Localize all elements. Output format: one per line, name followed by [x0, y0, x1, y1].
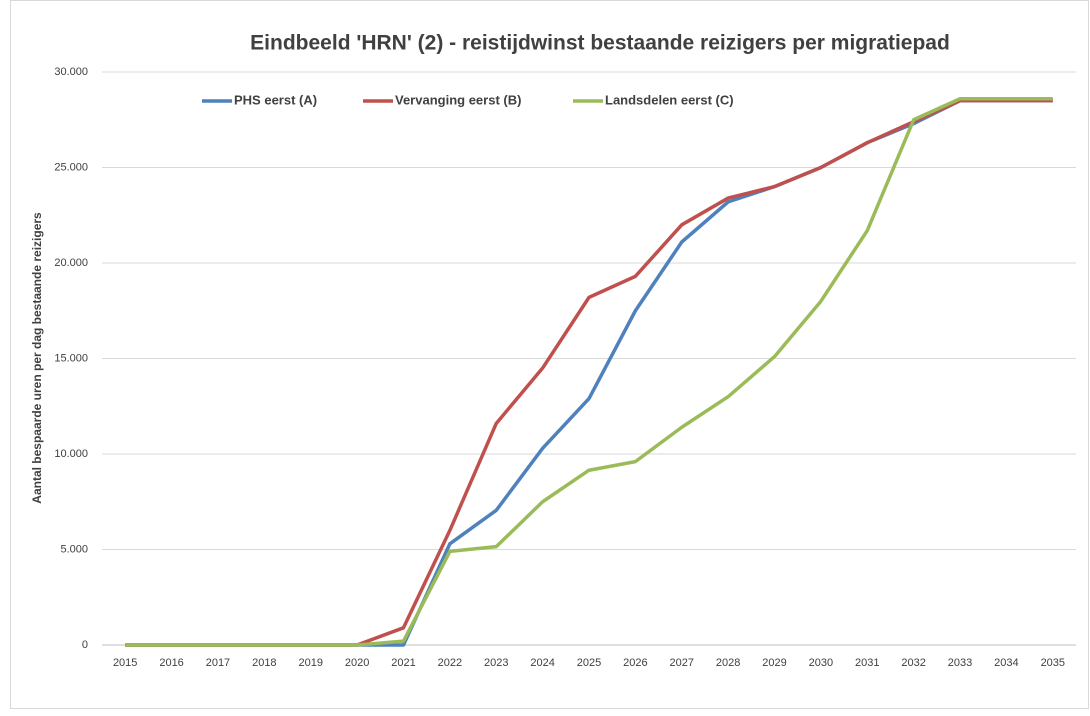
y-tick-label: 30.000	[54, 66, 88, 78]
x-tick-label: 2029	[762, 657, 786, 669]
x-tick-label: 2026	[623, 657, 647, 669]
y-tick-label: 15.000	[54, 352, 88, 364]
x-tick-label: 2030	[809, 657, 833, 669]
x-tick-label: 2023	[484, 657, 508, 669]
x-tick-label: 2017	[206, 657, 230, 669]
y-tick-label: 25.000	[54, 161, 88, 173]
x-tick-label: 2021	[391, 657, 415, 669]
y-tick-label: 10.000	[54, 448, 88, 460]
x-tick-label: 2034	[994, 657, 1018, 669]
y-tick-label: 0	[82, 639, 88, 651]
x-tick-label: 2033	[948, 657, 972, 669]
legend-label: Vervanging eerst (B)	[395, 92, 521, 107]
x-tick-label: 2025	[577, 657, 601, 669]
legend-label: PHS eerst (A)	[234, 92, 317, 107]
x-tick-label: 2035	[1041, 657, 1065, 669]
legend-label: Landsdelen eerst (C)	[605, 92, 734, 107]
y-tick-label: 5.000	[60, 543, 88, 555]
y-tick-label: 20.000	[54, 257, 88, 269]
x-tick-label: 2024	[530, 657, 554, 669]
x-tick-label: 2028	[716, 657, 740, 669]
x-tick-label: 2020	[345, 657, 369, 669]
x-tick-label: 2015	[113, 657, 137, 669]
x-tick-label: 2032	[901, 657, 925, 669]
chart-title: Eindbeeld 'HRN' (2) - reistijdwinst best…	[250, 32, 950, 55]
x-tick-label: 2019	[298, 657, 322, 669]
y-axis-label: Aantal bespaarde uren per dag bestaande …	[30, 212, 44, 504]
x-tick-label: 2031	[855, 657, 879, 669]
x-tick-label: 2022	[438, 657, 462, 669]
x-tick-label: 2018	[252, 657, 276, 669]
x-tick-label: 2016	[159, 657, 183, 669]
x-tick-label: 2027	[670, 657, 694, 669]
series-line	[125, 96, 1053, 647]
